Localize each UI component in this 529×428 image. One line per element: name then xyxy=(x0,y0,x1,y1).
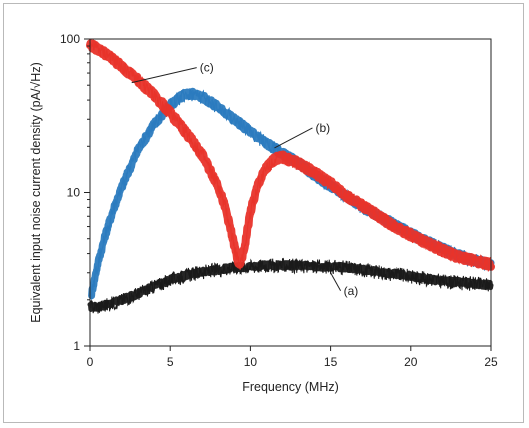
annotation-leader xyxy=(131,67,197,84)
x-tick-label: 15 xyxy=(324,355,338,369)
series-layer xyxy=(86,39,495,314)
annotation-label: (a) xyxy=(344,284,359,298)
x-axis: 0 5 10 15 20 25 xyxy=(87,346,498,369)
annotation-layer: (a) (b) (c) xyxy=(131,61,359,298)
series-noise-1 xyxy=(89,257,492,314)
x-tick-label: 10 xyxy=(244,355,258,369)
y-tick-label: 1 xyxy=(73,339,80,353)
annotation-label: (c) xyxy=(200,61,214,75)
annotation-leader xyxy=(330,272,342,292)
y-tick-label: 100 xyxy=(60,32,80,46)
x-tick-label: 0 xyxy=(87,355,94,369)
y-axis-title: Equivalent input noise current density (… xyxy=(29,62,43,322)
x-tick-label: 20 xyxy=(404,355,418,369)
series-noise-3 xyxy=(89,39,492,272)
annotation-leader xyxy=(274,127,313,149)
x-tick-label: 5 xyxy=(167,355,174,369)
annotation-label: (b) xyxy=(315,121,330,135)
x-tick-label: 25 xyxy=(484,355,498,369)
x-axis-title: Frequency (MHz) xyxy=(242,380,339,394)
y-tick-label: 10 xyxy=(67,186,81,200)
y-axis: 1 10 100 xyxy=(60,32,90,353)
